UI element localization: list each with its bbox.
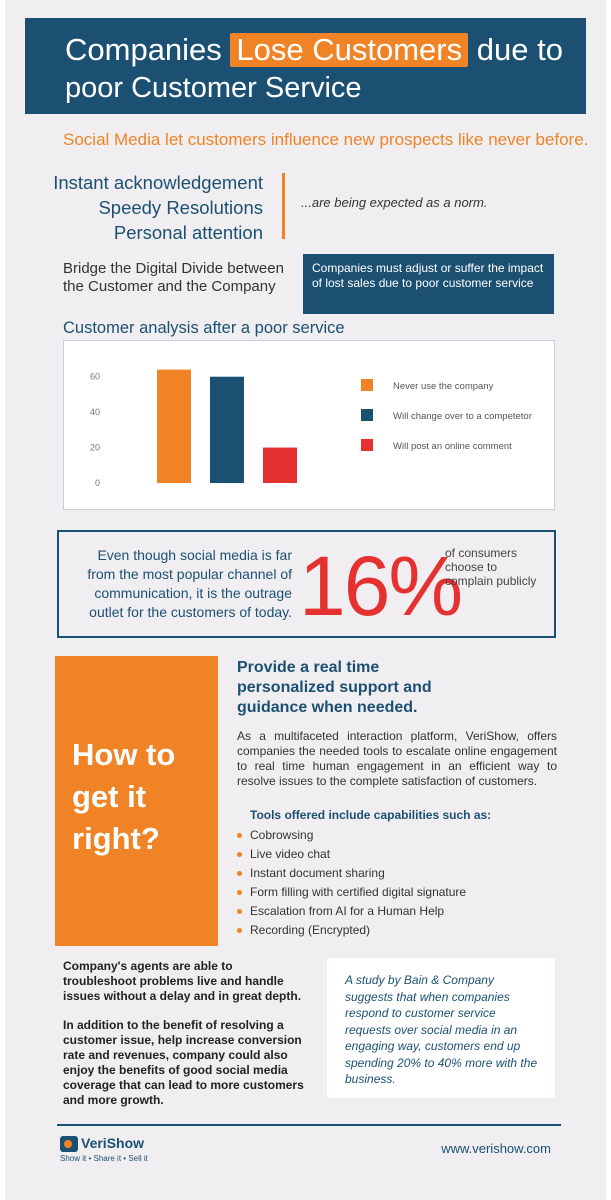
bullet-icon (237, 852, 242, 857)
tool-label: Cobrowsing (250, 828, 314, 842)
expectation-item: Personal attention (113, 222, 263, 243)
bullet-icon (237, 871, 242, 876)
bullet-icon (237, 833, 242, 838)
tools-list: Cobrowsing Live video chat Instant docum… (237, 826, 466, 940)
bar-chart: 0 20 40 60 Never use the company Will change … (63, 340, 555, 510)
tool-item: Escalation from AI for a Human Help (237, 902, 466, 921)
chart-svg: 0 20 40 60 Never use the company Will change … (90, 369, 532, 488)
camera-icon (60, 1136, 78, 1152)
legend-swatch (361, 379, 373, 391)
bullet-icon (237, 928, 242, 933)
logo-tagline: Show it • Share it • Sell it (60, 1154, 148, 1163)
expectation-item: Speedy Resolutions (98, 197, 263, 218)
expectation-item: Instant acknowledgement (53, 172, 263, 193)
title-line-1: Companies Lose Customers due to (65, 32, 563, 68)
how-text: How to get it right? (72, 737, 176, 856)
tool-item: Cobrowsing (237, 826, 466, 845)
study-card: A study by Bain & Company suggests that … (327, 958, 555, 1098)
title-highlight: Lose Customers (230, 33, 469, 67)
agents-text: Company's agents are able to troubleshoo… (63, 959, 308, 1122)
bullet-icon (237, 890, 242, 895)
title-line-2: poor Customer Service (65, 72, 362, 104)
tool-item: Recording (Encrypted) (237, 921, 466, 940)
y-tick-label: 20 (90, 443, 100, 453)
stat-percent: 16% (299, 539, 463, 633)
norm-text: ...are being expected as a norm. (301, 195, 488, 210)
footer-rule (57, 1124, 561, 1126)
provide-paragraph: As a multifaceted interaction platform, … (237, 729, 557, 788)
bridge-text: Bridge the Digital Divide between the Cu… (63, 260, 284, 295)
expectations-list: Instant acknowledgement Speedy Resolutio… (53, 170, 263, 245)
y-tick-label: 0 (95, 478, 100, 488)
tool-label: Form filling with certified digital sign… (250, 885, 467, 899)
stat-box: Even though social media is far from the… (57, 530, 556, 638)
legend-label: Will post an online comment (393, 441, 512, 452)
legend-swatch (361, 409, 373, 421)
logo-name: VeriShow (81, 1135, 145, 1151)
y-tick-label: 40 (90, 407, 100, 417)
agents-paragraph-2: In addition to the benefit of resolving … (63, 1018, 304, 1107)
title-pre: Companies (65, 32, 231, 67)
tools-title: Tools offered include capabilities such … (250, 808, 492, 822)
agents-paragraph-1: Company's agents are able to troubleshoo… (63, 959, 302, 1003)
legend-label: Will change over to a competetor (393, 411, 532, 422)
how-card: How to get it right? (55, 656, 218, 946)
tool-item: Live video chat (237, 845, 466, 864)
tool-label: Instant document sharing (250, 866, 385, 880)
tool-label: Recording (Encrypted) (250, 923, 371, 937)
bullet-icon (237, 909, 242, 914)
provide-title: Provide a real time personalized support… (237, 659, 432, 716)
chart-bar (157, 369, 191, 483)
legend-swatch (361, 439, 373, 451)
legend-label: Never use the company (393, 381, 494, 392)
y-tick-label: 60 (90, 372, 100, 382)
chart-bar (263, 447, 297, 483)
tool-item: Instant document sharing (237, 864, 466, 883)
divider-bar (282, 173, 285, 239)
tool-label: Live video chat (250, 847, 331, 861)
infographic: Companies Lose Customers due to poor Cus… (5, 0, 606, 1200)
stat-text: Even though social media is far from the… (87, 547, 292, 620)
title-post: due to (468, 32, 563, 67)
stat-note: of consumers choose to complain publicly (445, 546, 537, 588)
title-banner: Companies Lose Customers due to poor Cus… (25, 18, 586, 114)
tool-item: Form filling with certified digital sign… (237, 883, 466, 902)
chart-bar (210, 376, 244, 483)
adjust-callout: Companies must adjust or suffer the impa… (303, 254, 554, 314)
chart-title: Customer analysis after a poor service (63, 319, 345, 337)
study-text: A study by Bain & Company suggests that … (345, 973, 538, 1086)
subheadline: Social Media let customers influence new… (63, 130, 589, 149)
tool-label: Escalation from AI for a Human Help (250, 904, 445, 918)
website-link[interactable]: www.verishow.com (441, 1141, 551, 1156)
